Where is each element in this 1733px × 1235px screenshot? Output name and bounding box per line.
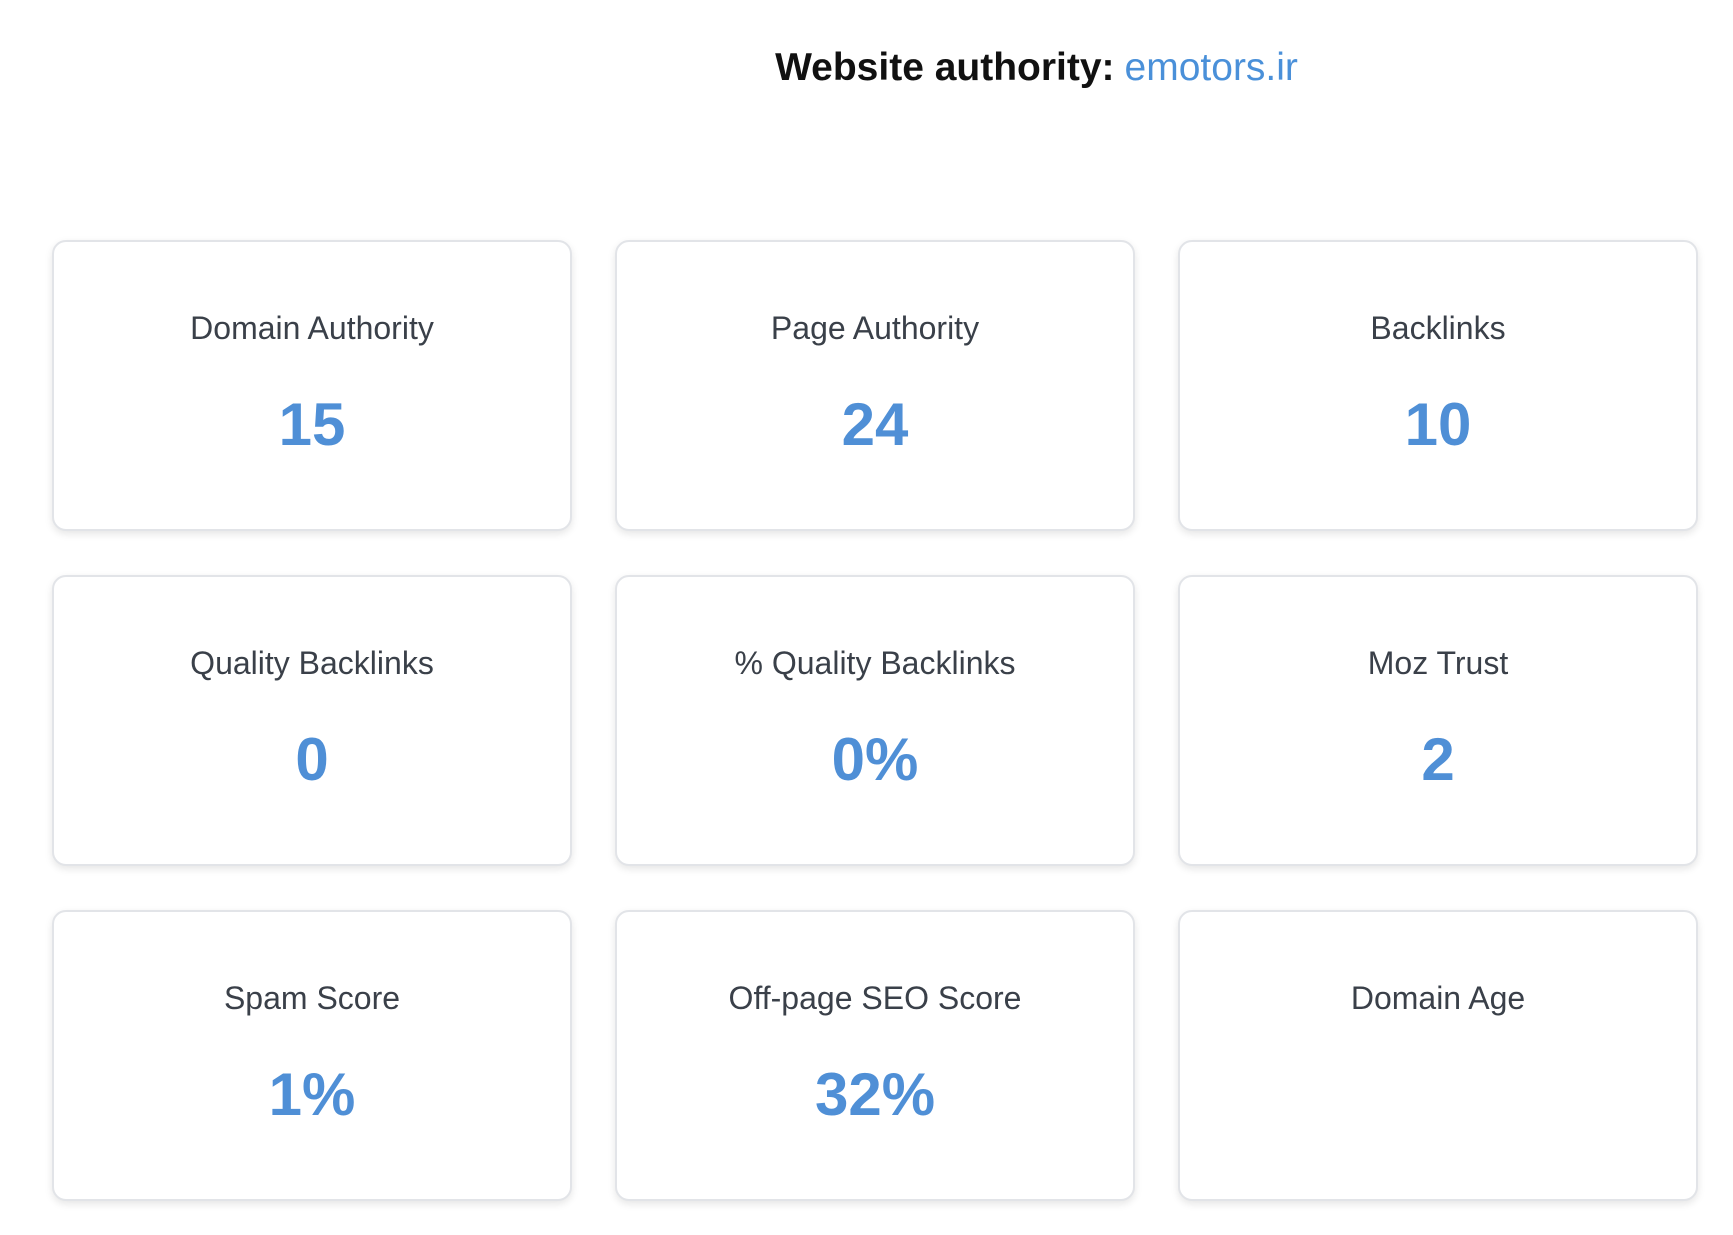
metric-card-moz-trust: Moz Trust 2 [1178, 575, 1698, 866]
metric-card-spam-score: Spam Score 1% [52, 910, 572, 1201]
metric-title: Moz Trust [1367, 645, 1509, 681]
metric-value: 0 [295, 726, 329, 793]
metric-title: % Quality Backlinks [734, 645, 1016, 681]
metric-card-domain-age: Domain Age [1178, 910, 1698, 1201]
metric-card-off-page-seo-score: Off-page SEO Score 32% [615, 910, 1135, 1201]
page-title-label: Website authority: [775, 46, 1115, 89]
metrics-grid: Domain Authority 15 Page Authority 24 Ba… [52, 240, 1698, 1201]
metric-card-quality-backlinks: Quality Backlinks 0 [52, 575, 572, 866]
metric-title: Off-page SEO Score [728, 980, 1022, 1016]
metric-value: 15 [278, 391, 346, 458]
page-title: Website authority: emotors.ir [0, 40, 1733, 96]
metric-card-percent-quality-backlinks: % Quality Backlinks 0% [615, 575, 1135, 866]
metric-title: Domain Age [1350, 980, 1526, 1016]
metric-value: 32% [814, 1061, 936, 1128]
metric-value: 24 [841, 391, 909, 458]
metric-title: Domain Authority [190, 310, 434, 346]
metric-title: Quality Backlinks [190, 645, 434, 681]
metric-title: Page Authority [770, 310, 980, 346]
metric-value: 1% [268, 1061, 356, 1128]
metric-card-page-authority: Page Authority 24 [615, 240, 1135, 531]
metric-title: Backlinks [1370, 310, 1506, 346]
metric-card-backlinks: Backlinks 10 [1178, 240, 1698, 531]
metric-value: 10 [1404, 391, 1472, 458]
metric-title: Spam Score [223, 980, 401, 1016]
metric-card-domain-authority: Domain Authority 15 [52, 240, 572, 531]
metric-value: 0% [831, 726, 919, 793]
metric-value: 2 [1421, 726, 1455, 793]
domain-link[interactable]: emotors.ir [1124, 46, 1298, 89]
